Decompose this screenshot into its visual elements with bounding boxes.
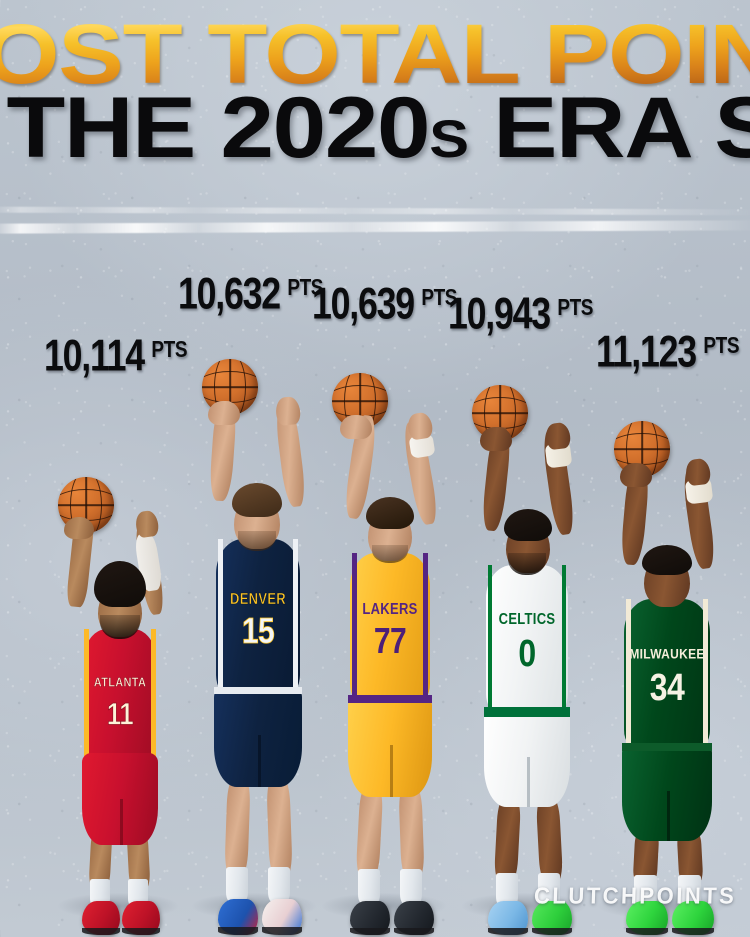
right-leg-jayson-tatum [535, 796, 564, 884]
left-shoe-luka-doncic [350, 901, 390, 935]
guide-hand-giannis-antetokounmpo [684, 457, 712, 487]
shooting-hand-jayson-tatum [480, 427, 512, 451]
left-leg-nikola-jokic [224, 776, 251, 878]
jersey-team-jayson-tatum: CELTICS [498, 609, 556, 628]
points-value-luka-doncic: 10,639 [312, 279, 415, 329]
player-card-jayson-tatum[interactable]: 10,943 PTS CELTICS [446, 250, 598, 937]
player-card-luka-doncic[interactable]: 10,639 PTS LAKERS [310, 250, 462, 937]
shooting-hand-giannis-antetokounmpo [620, 463, 652, 487]
right-leg-nikola-jokic [266, 776, 293, 878]
headline-line-black: IN THE 2020s ERA SO FAR [0, 85, 750, 171]
hair-trae-young [94, 561, 146, 607]
right-sock-jayson-tatum [538, 873, 560, 907]
right-shoe-trae-young [122, 901, 160, 935]
jersey-team-nikola-jokic: DENVER [230, 589, 286, 608]
headline-line-gold: MOST TOTAL POINTS SCORED [0, 11, 750, 95]
jersey-team-trae-young: ATLANTA [93, 675, 147, 691]
left-leg-luka-doncic [355, 784, 384, 880]
guide-hand-nikola-jokic [274, 395, 302, 427]
jersey-nikola-jokic: DENVER 15 [216, 539, 300, 697]
left-leg-jayson-tatum [493, 796, 522, 884]
shooting-hand-nikola-jokic [208, 401, 240, 425]
player-lineup: 10,114 PTS [0, 250, 750, 937]
left-sock-trae-young [90, 879, 110, 907]
clutchpoints-watermark: CLUTCHPOINTS [533, 882, 737, 909]
shorts-nikola-jokic [214, 687, 302, 787]
right-sock-trae-young [128, 879, 148, 907]
shorts-jayson-tatum [484, 707, 570, 807]
points-unit-nikola-jokic: PTS [287, 275, 324, 301]
beard-nikola-jokic [238, 531, 276, 551]
jersey-team-luka-doncic: LAKERS [362, 599, 418, 618]
left-shoe-nikola-jokic [218, 899, 258, 935]
player-card-nikola-jokic[interactable]: 10,632 PTS DENVER [176, 250, 328, 937]
jersey-jayson-tatum: CELTICS 0 [486, 565, 568, 715]
points-label-giannis-antetokounmpo: 11,123 PTS [596, 328, 740, 378]
headline-line2-post: ERA SO FAR [493, 79, 750, 176]
jersey-giannis-antetokounmpo: MILWAUKEE 34 [624, 599, 710, 751]
left-sock-giannis-antetokounmpo [634, 875, 657, 907]
right-shoe-luka-doncic [394, 901, 434, 935]
headline-line2-pre: IN THE 2020 [0, 79, 431, 176]
points-unit-giannis-antetokounmpo: PTS [703, 333, 740, 359]
hair-nikola-jokic [232, 483, 282, 517]
guide-hand-jayson-tatum [544, 421, 572, 451]
jersey-number-trae-young: 11 [106, 695, 134, 733]
guide-hand-trae-young [134, 509, 160, 539]
jersey-team-giannis-antetokounmpo: MILWAUKEE [629, 645, 705, 663]
left-sock-luka-doncic [358, 869, 380, 905]
points-label-jayson-tatum: 10,943 PTS [448, 290, 593, 340]
points-label-nikola-jokic: 10,632 PTS [178, 270, 323, 320]
jersey-luka-doncic: LAKERS 77 [350, 553, 430, 705]
points-value-trae-young: 10,114 [44, 331, 145, 381]
jersey-number-jayson-tatum: 0 [518, 631, 536, 675]
page-title: MOST TOTAL POINTS SCORED IN THE 2020s ER… [0, 11, 750, 170]
right-shoe-nikola-jokic [262, 899, 302, 935]
hair-giannis-antetokounmpo [642, 545, 692, 575]
shooting-hand-trae-young [64, 517, 94, 539]
hair-luka-doncic [366, 497, 414, 529]
points-value-nikola-jokic: 10,632 [178, 269, 281, 319]
points-value-jayson-tatum: 10,943 [448, 289, 551, 339]
hair-jayson-tatum [504, 509, 552, 541]
points-label-trae-young: 10,114 PTS [44, 332, 188, 382]
left-sock-nikola-jokic [226, 867, 248, 903]
beard-jayson-tatum [508, 553, 546, 575]
right-shoe-giannis-antetokounmpo [672, 901, 714, 935]
points-value-giannis-antetokounmpo: 11,123 [596, 327, 697, 377]
right-sock-giannis-antetokounmpo [678, 875, 701, 907]
left-shoe-trae-young [82, 901, 120, 935]
shooting-hand-luka-doncic [340, 415, 372, 439]
guide-hand-luka-doncic [406, 411, 434, 441]
jersey-number-luka-doncic: 77 [373, 621, 407, 662]
shorts-giannis-antetokounmpo [622, 743, 712, 841]
left-shoe-giannis-antetokounmpo [626, 901, 668, 935]
player-card-giannis-antetokounmpo[interactable]: 11,123 PTS MILWAUKEE 34 [582, 250, 744, 937]
jersey-number-giannis-antetokounmpo: 34 [649, 665, 685, 709]
points-unit-luka-doncic: PTS [421, 285, 458, 311]
right-leg-luka-doncic [398, 784, 425, 880]
points-unit-trae-young: PTS [151, 337, 188, 363]
right-shoe-jayson-tatum [532, 901, 572, 935]
right-sock-nikola-jokic [268, 867, 290, 903]
right-sock-luka-doncic [400, 869, 422, 905]
beard-trae-young [100, 615, 140, 639]
beard-luka-doncic [372, 545, 408, 563]
points-unit-jayson-tatum: PTS [557, 295, 594, 321]
jersey-trae-young: ATLANTA 11 [84, 629, 156, 765]
left-shoe-jayson-tatum [488, 901, 528, 935]
points-label-luka-doncic: 10,639 PTS [312, 280, 457, 330]
jersey-number-nikola-jokic: 15 [241, 611, 275, 652]
shorts-luka-doncic [348, 695, 432, 797]
left-sock-jayson-tatum [496, 873, 518, 907]
shorts-trae-young [82, 753, 158, 845]
headline-line2-suffix-s: s [429, 108, 469, 169]
player-card-trae-young[interactable]: 10,114 PTS [42, 250, 192, 937]
